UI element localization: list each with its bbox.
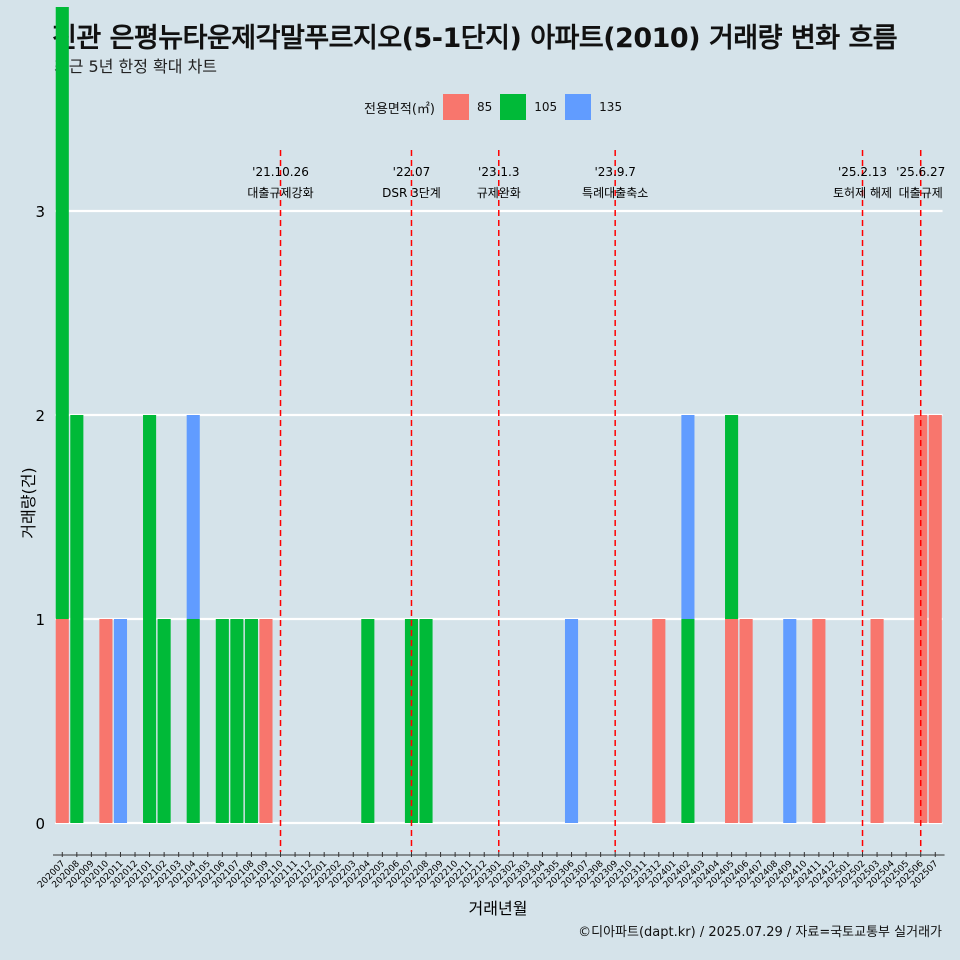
y-tick-label-3: 3 bbox=[35, 203, 45, 221]
bar-202108-105 bbox=[244, 619, 258, 823]
bar-202503-85 bbox=[870, 619, 884, 823]
legend-label-105: 105 bbox=[534, 100, 558, 114]
chart-subtitle: 최근 5년 한정 확대 차트 bbox=[54, 57, 218, 76]
axis-layer: 0123202007202008202009202010202011202012… bbox=[35, 203, 945, 890]
bar-202007-105 bbox=[55, 7, 69, 619]
event-label-0: 대출규제강화 bbox=[247, 186, 313, 200]
y-tick-label-0: 0 bbox=[35, 815, 45, 833]
event-label-3: 특례대출축소 bbox=[582, 186, 648, 200]
bar-202011-135 bbox=[113, 619, 128, 823]
event-date-4: '25.2.13 bbox=[838, 165, 887, 179]
event-date-5: '25.6.27 bbox=[896, 165, 945, 179]
event-date-2: '23.1.3 bbox=[478, 165, 519, 179]
event-layer: '21.10.26 대출규제강화 '22.07 DSR 3단계 '23.1.3 규제완화 '… bbox=[247, 150, 945, 852]
bar-202109-85 bbox=[259, 619, 273, 823]
bar-202402-105 bbox=[681, 619, 695, 823]
bar-202409-135 bbox=[783, 619, 797, 823]
bar-202007-85 bbox=[55, 619, 69, 823]
y-tick-label-2: 2 bbox=[35, 407, 45, 425]
bar-202306-135 bbox=[564, 619, 579, 823]
bar-202104-105 bbox=[186, 619, 200, 823]
event-label-2: 규제완화 bbox=[477, 186, 521, 200]
event-label-1: DSR 3단계 bbox=[382, 186, 441, 200]
bar-202506-85 bbox=[914, 415, 928, 823]
bar-202405-85 bbox=[725, 619, 739, 823]
legend-item-85: 85 bbox=[442, 94, 493, 120]
legend-title: 전용면적(㎡) bbox=[364, 101, 435, 117]
legend-swatch-135 bbox=[565, 94, 592, 120]
y-tick-label-1: 1 bbox=[35, 611, 45, 629]
bar-202101-105 bbox=[143, 415, 157, 823]
legend-item-105: 105 bbox=[500, 94, 557, 120]
bar-202411-85 bbox=[812, 619, 826, 823]
bar-202204-105 bbox=[361, 619, 375, 823]
bar-202104-135 bbox=[186, 415, 200, 619]
legend: 전용면적(㎡) 85 105 135 bbox=[364, 93, 630, 121]
source-caption: ©디아파트(dapt.kr) / 2025.07.29 / 자료=국토교통부 실… bbox=[578, 925, 942, 940]
event-date-0: '21.10.26 bbox=[252, 165, 309, 179]
legend-item-135: 135 bbox=[565, 94, 622, 120]
event-date-1: '22.07 bbox=[393, 165, 431, 179]
bar-202208-105 bbox=[419, 619, 433, 823]
event-label-4: 토허제 해제 bbox=[833, 186, 892, 200]
bar-202102-105 bbox=[157, 619, 171, 823]
y-axis-label: 거래량(건) bbox=[19, 467, 38, 538]
x-axis-label: 거래년월 bbox=[469, 899, 528, 918]
bar-202406-85 bbox=[739, 619, 753, 823]
event-date-3: '23.9.7 bbox=[594, 165, 635, 179]
legend-swatch-105 bbox=[500, 94, 527, 120]
bar-202312-85 bbox=[652, 619, 666, 823]
bar-202008-105 bbox=[70, 415, 84, 823]
bar-202106-105 bbox=[215, 619, 229, 823]
bar-202010-85 bbox=[99, 619, 113, 823]
legend-swatch-85 bbox=[442, 94, 469, 120]
event-label-5: 대출규제 bbox=[899, 186, 943, 200]
bar-layer bbox=[55, 7, 942, 823]
legend-label-135: 135 bbox=[599, 100, 623, 114]
bar-202402-135 bbox=[681, 415, 695, 619]
bar-202405-105 bbox=[725, 415, 739, 619]
legend-label-85: 85 bbox=[476, 100, 493, 114]
bar-202507-85 bbox=[928, 415, 942, 823]
chart-title: 진관 은평뉴타운제각말푸르지오(5-1단지) 아파트(2010) 거래량 변화 … bbox=[52, 23, 898, 54]
bar-202107-105 bbox=[230, 619, 244, 823]
